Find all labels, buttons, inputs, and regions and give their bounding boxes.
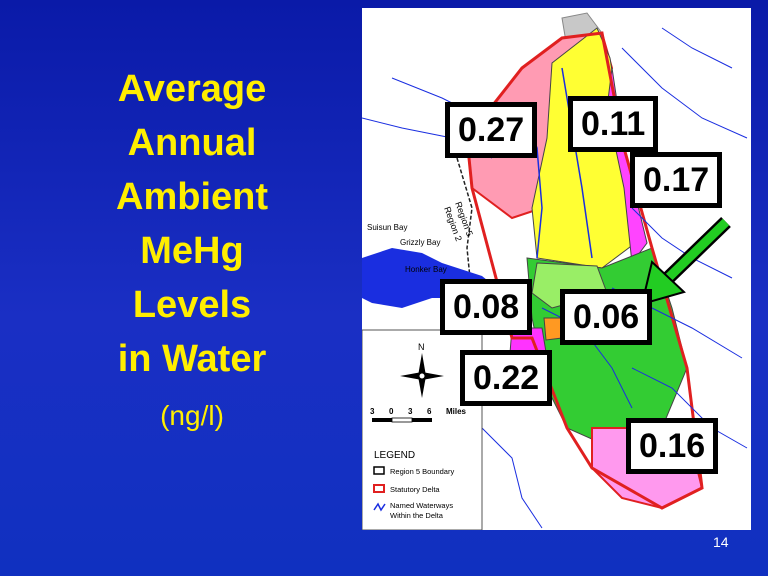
value-box-0-06: 0.06 xyxy=(560,289,653,345)
title-line-1: Average xyxy=(117,68,267,110)
legend-swatch-region5 xyxy=(373,466,385,475)
page-number: 14 xyxy=(713,534,729,550)
scale-num-3: 6 xyxy=(427,407,432,416)
legend-item-region5: Region 5 Boundary xyxy=(390,467,454,476)
value-box-0-16: 0.16 xyxy=(626,418,719,474)
legend-swatch-waterways xyxy=(373,502,386,512)
slide-title: Average Annual Ambient MeHg Levels in Wa… xyxy=(72,62,312,386)
scale-num-1: 0 xyxy=(389,407,394,416)
legend-item-waterways: Named Waterways xyxy=(390,501,453,510)
north-label: N xyxy=(418,342,425,352)
title-line-2: Annual xyxy=(127,122,257,164)
title-line-6: in Water xyxy=(117,338,267,380)
value-box-0-27: 0.27 xyxy=(445,102,538,158)
bay-label-honker: Honker Bay xyxy=(405,265,447,274)
value-box-0-17: 0.17 xyxy=(630,152,723,208)
title-line-5: Levels xyxy=(132,284,252,326)
legend-item-delta: Statutory Delta xyxy=(390,485,440,494)
bay-label-suisun: Suisun Bay xyxy=(367,223,407,232)
compass-icon xyxy=(400,353,444,398)
bay-label-grizzly: Grizzly Bay xyxy=(400,238,440,247)
value-box-0-11: 0.11 xyxy=(568,96,659,152)
legend-item-waterways-2: Within the Delta xyxy=(390,511,444,520)
title-line-4: MeHg xyxy=(140,230,244,272)
title-line-3: Ambient xyxy=(116,176,268,218)
scale-bar xyxy=(372,417,432,423)
green-arrow-icon xyxy=(640,216,731,306)
legend-swatch-delta xyxy=(373,484,385,493)
legend-title: LEGEND xyxy=(374,450,415,461)
unit-label: (ng/l) xyxy=(160,400,224,431)
scale-num-0: 3 xyxy=(370,407,375,416)
scale-unit: Miles xyxy=(446,407,467,416)
value-box-0-08: 0.08 xyxy=(440,279,533,335)
scale-num-2: 3 xyxy=(408,407,413,416)
value-box-0-22: 0.22 xyxy=(460,350,553,406)
